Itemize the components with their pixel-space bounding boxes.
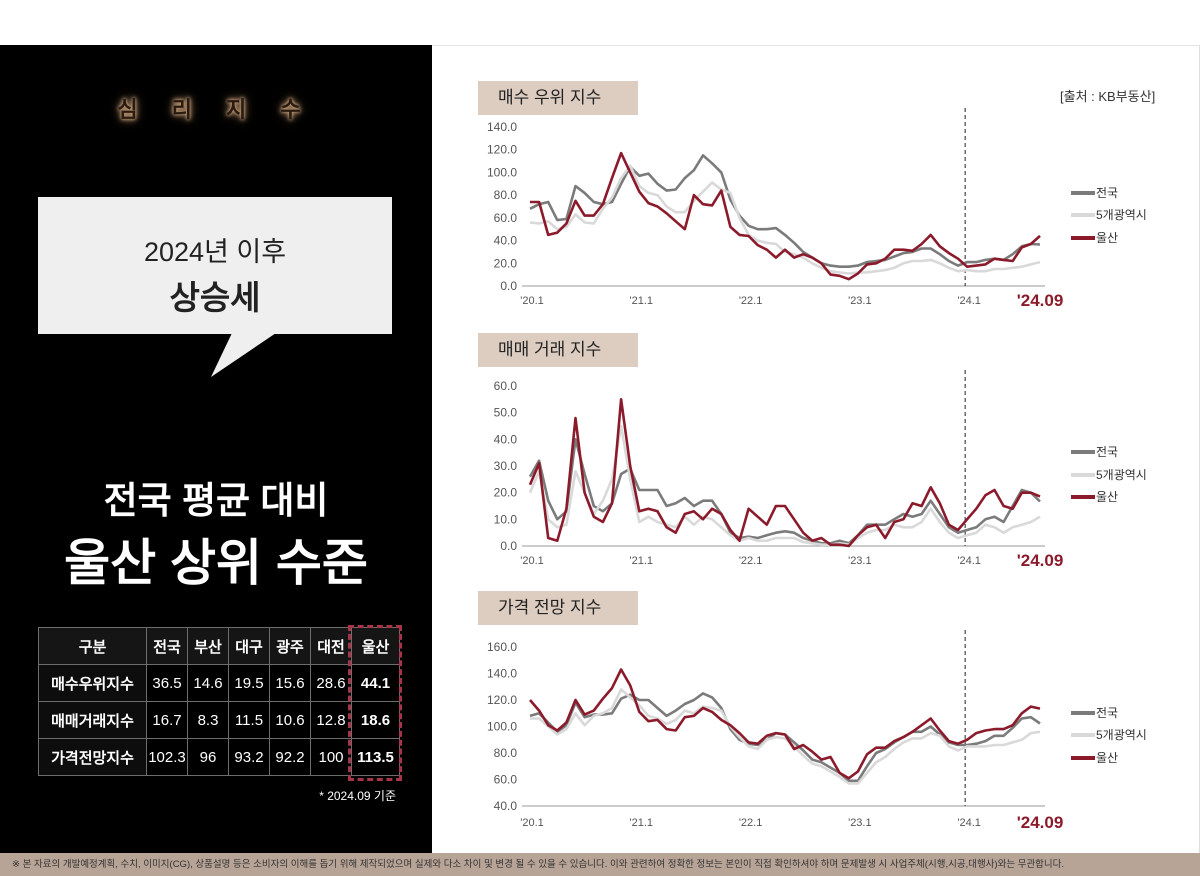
index-table: 구분 전국 부산 대구 광주 대전 울산 매수우위지수 36.5 14.6 19.5 1…: [38, 627, 400, 776]
table-row: 매매거래지수 16.7 8.3 11.5 10.6 12.8 18.6: [38, 701, 400, 739]
y-tick-label: 0.0: [500, 539, 517, 553]
value-cell: 15.6: [269, 664, 311, 702]
table-row: 매수우위지수 36.5 14.6 19.5 15.6 28.6 44.1: [38, 664, 400, 702]
x-tick-label: '24.09: [1017, 813, 1064, 832]
ulsan-highlight-box: [348, 625, 402, 781]
y-tick-label: 30.0: [494, 459, 518, 473]
x-tick-label: '21.1: [630, 817, 654, 829]
y-tick-label: 80.0: [494, 746, 518, 760]
bubble-line1: 2024년 이후: [143, 237, 287, 267]
legend-label: 5개광역시: [1096, 468, 1147, 482]
y-tick-label: 120.0: [487, 143, 517, 157]
y-tick-label: 0.0: [500, 279, 517, 293]
x-tick-label: '21.1: [630, 555, 654, 567]
legend-label: 전국: [1096, 706, 1118, 720]
row-label: 가격전망지수: [38, 738, 147, 776]
row-label: 매수우위지수: [38, 664, 147, 702]
chart-1: 0.0 10.0 20.0 30.0 40.0 50.0 60.0 '20.1 '21.1 '22…: [494, 370, 1147, 570]
row-label: 매매거래지수: [38, 701, 147, 739]
legend-label: 울산: [1096, 751, 1118, 765]
y-tick-label: 60.0: [494, 211, 518, 225]
x-tick-label: '22.1: [739, 295, 763, 307]
x-tick-label: '24.1: [957, 295, 981, 307]
series-line-2: [529, 668, 1041, 780]
x-tick-label: '23.1: [848, 295, 872, 307]
y-tick-label: 60.0: [494, 379, 518, 393]
table-row: 가격전망지수 102.3 96 93.2 92.2 100 113.5: [38, 738, 400, 776]
disclaimer-footer: ※ 본 자료의 개발예정계획, 수치, 이미지(CG), 상품설명 등은 소비자…: [0, 853, 1200, 876]
y-tick-label: 50.0: [494, 406, 518, 420]
chart-title-buy-advantage: 매수 우위 지수: [478, 81, 638, 115]
header-cell: 대구: [228, 627, 270, 665]
x-tick-label: '24.1: [957, 555, 981, 567]
y-tick-label: 40.0: [494, 234, 518, 248]
value-cell: 14.6: [187, 664, 229, 702]
bubble-line2: 상승세: [169, 279, 261, 316]
series-line-0: [528, 437, 1041, 545]
header-cell: 대전: [310, 627, 352, 665]
y-tick-label: 120.0: [487, 693, 517, 707]
header-cell-ulsan: 울산: [351, 627, 400, 665]
header-cell: 광주: [269, 627, 311, 665]
legend-label: 5개광역시: [1096, 208, 1147, 222]
y-tick-label: 10.0: [494, 512, 518, 526]
x-tick-label: '20.1: [520, 295, 544, 307]
y-tick-label: 20.0: [494, 486, 518, 500]
x-tick-label: '24.09: [1017, 551, 1064, 570]
y-tick-label: 140.0: [487, 667, 517, 681]
headline-line1: 전국 평균 대비: [103, 480, 329, 521]
series-line-1: [528, 424, 1041, 547]
series-line-0: [529, 154, 1041, 269]
value-cell: 92.2: [269, 738, 311, 776]
value-cell: 10.6: [269, 701, 311, 739]
headline-line2: 울산 상위 수준: [64, 535, 368, 591]
x-tick-label: '23.1: [848, 817, 872, 829]
series-line-2: [528, 397, 1041, 548]
legend-label: 울산: [1096, 490, 1118, 504]
value-cell: 8.3: [187, 701, 229, 739]
legend-label: 전국: [1096, 186, 1118, 200]
x-tick-label: '22.1: [739, 817, 763, 829]
y-tick-label: 80.0: [494, 188, 518, 202]
table-note: * 2024.09 기준: [319, 789, 396, 803]
y-tick-label: 40.0: [494, 432, 518, 446]
ulsan-value-cell: 44.1: [351, 664, 400, 702]
y-tick-label: 140.0: [487, 120, 517, 134]
series-line-2: [530, 151, 1041, 281]
chart-0: 0.0 20.0 40.0 60.0 80.0 100.0 120.0 140.0 '20.1 '…: [487, 108, 1147, 310]
chart-title-trade: 매매 거래 지수: [478, 333, 638, 367]
header-cell: 전국: [146, 627, 188, 665]
x-tick-label: '22.1: [739, 555, 763, 567]
y-tick-label: 100.0: [487, 165, 517, 179]
speech-bubble-tail: [211, 333, 276, 377]
x-tick-label: '24.1: [957, 817, 981, 829]
value-cell: 36.5: [146, 664, 188, 702]
legend-label: 5개광역시: [1096, 728, 1147, 742]
header-cell: 구분: [38, 627, 147, 665]
table-header-row: 구분 전국 부산 대구 광주 대전 울산: [38, 627, 400, 665]
x-tick-label: '24.09: [1017, 291, 1064, 310]
x-tick-label: '20.1: [520, 555, 544, 567]
y-tick-label: 60.0: [494, 773, 518, 787]
x-tick-label: '23.1: [848, 555, 872, 567]
series-line-1: [529, 164, 1041, 275]
chart-2: 40.0 60.0 80.0 100.0 120.0 140.0 160.0 '20.1 '21…: [487, 630, 1147, 832]
value-cell: 100: [310, 738, 352, 776]
x-tick-label: '20.1: [520, 817, 544, 829]
legend-label: 울산: [1096, 231, 1118, 245]
source-label: [출처 : KB부동산]: [1060, 89, 1156, 104]
y-tick-label: 40.0: [494, 799, 518, 813]
section-label: 심 리 지 수: [117, 97, 315, 122]
y-tick-label: 100.0: [487, 720, 517, 734]
speech-bubble: 2024년 이후 상승세: [38, 197, 392, 334]
y-tick-label: 160.0: [487, 640, 517, 654]
series-line-1: [530, 688, 1041, 785]
chart-title-price-outlook: 가격 전망 지수: [478, 591, 638, 625]
value-cell: 19.5: [228, 664, 270, 702]
x-tick-label: '21.1: [630, 295, 654, 307]
y-tick-label: 20.0: [494, 256, 518, 270]
legend-label: 전국: [1096, 445, 1118, 459]
